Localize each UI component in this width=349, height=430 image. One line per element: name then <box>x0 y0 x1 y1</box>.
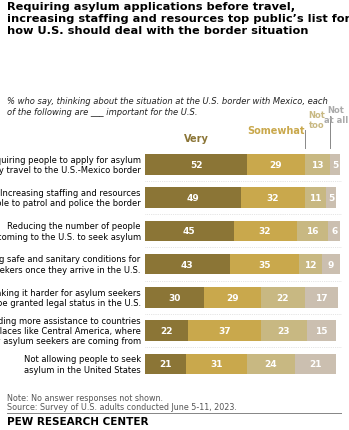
Bar <box>145 188 242 209</box>
Bar <box>305 188 326 209</box>
Text: Source: Survey of U.S. adults conducted June 5-11, 2023.: Source: Survey of U.S. adults conducted … <box>7 402 237 411</box>
Bar <box>247 155 305 175</box>
Bar <box>299 254 322 275</box>
Text: 22: 22 <box>277 293 289 302</box>
Text: 30: 30 <box>168 293 180 302</box>
Text: 21: 21 <box>309 359 322 369</box>
Text: 15: 15 <box>315 326 328 335</box>
Bar <box>188 320 261 341</box>
Bar <box>186 354 247 374</box>
Bar <box>145 221 233 242</box>
Text: Not
too: Not too <box>308 111 325 130</box>
Bar <box>204 287 261 308</box>
Text: 16: 16 <box>306 227 319 236</box>
Bar <box>305 287 338 308</box>
Bar <box>322 254 340 275</box>
Text: PEW RESEARCH CENTER: PEW RESEARCH CENTER <box>7 416 148 426</box>
Bar <box>233 221 297 242</box>
Bar <box>230 254 299 275</box>
Text: 5: 5 <box>332 160 338 169</box>
Bar <box>305 155 330 175</box>
Text: Very: Very <box>184 134 209 144</box>
Text: 13: 13 <box>311 160 324 169</box>
Bar <box>330 155 340 175</box>
Bar <box>261 287 305 308</box>
Text: 29: 29 <box>226 293 239 302</box>
Text: 35: 35 <box>258 260 270 269</box>
Text: 23: 23 <box>277 326 290 335</box>
Bar <box>242 188 305 209</box>
Text: Somewhat: Somewhat <box>247 126 305 135</box>
Bar <box>247 354 295 374</box>
Bar <box>145 354 186 374</box>
Bar <box>261 320 306 341</box>
Text: 31: 31 <box>210 359 223 369</box>
Text: 6: 6 <box>331 227 337 236</box>
Text: 9: 9 <box>328 260 334 269</box>
Text: 12: 12 <box>304 260 317 269</box>
Text: 32: 32 <box>259 227 272 236</box>
Bar <box>145 155 247 175</box>
Text: 17: 17 <box>315 293 328 302</box>
Text: Requiring asylum applications before travel,
increasing staffing and resources t: Requiring asylum applications before tra… <box>7 2 349 36</box>
Text: 37: 37 <box>218 326 231 335</box>
Text: Not
at all: Not at all <box>324 106 348 125</box>
Text: 29: 29 <box>270 160 282 169</box>
Bar <box>295 354 336 374</box>
Bar <box>145 287 204 308</box>
Text: 49: 49 <box>187 194 200 203</box>
Text: 45: 45 <box>183 227 195 236</box>
Bar <box>328 221 340 242</box>
Text: Note: No answer responses not shown.: Note: No answer responses not shown. <box>7 393 163 402</box>
Text: 21: 21 <box>159 359 172 369</box>
Bar <box>306 320 336 341</box>
Bar <box>145 254 230 275</box>
Bar <box>326 188 336 209</box>
Bar <box>297 221 328 242</box>
Bar <box>145 320 188 341</box>
Text: 32: 32 <box>267 194 279 203</box>
Text: 43: 43 <box>181 260 194 269</box>
Text: 22: 22 <box>160 326 173 335</box>
Text: % who say, thinking about the situation at the U.S. border with Mexico, each
of : % who say, thinking about the situation … <box>7 97 328 117</box>
Text: 5: 5 <box>328 194 334 203</box>
Text: 11: 11 <box>309 194 322 203</box>
Text: 24: 24 <box>265 359 277 369</box>
Text: 52: 52 <box>190 160 202 169</box>
